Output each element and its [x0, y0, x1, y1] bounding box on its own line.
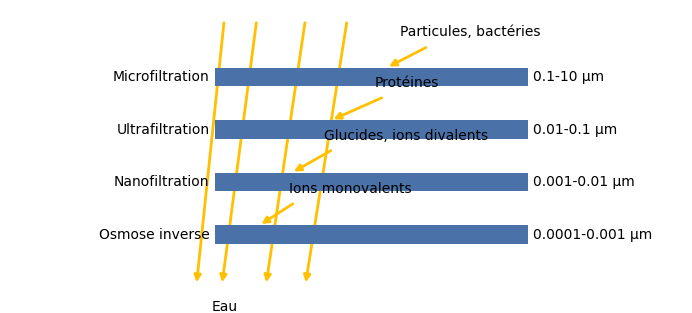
Text: 0.001-0.01 μm: 0.001-0.01 μm — [534, 175, 635, 189]
Text: Nanofiltration: Nanofiltration — [114, 175, 210, 189]
Text: Eau: Eau — [211, 300, 237, 313]
Text: Protéines: Protéines — [375, 76, 439, 90]
Text: 0.0001-0.001 μm: 0.0001-0.001 μm — [534, 228, 653, 242]
FancyBboxPatch shape — [215, 68, 528, 86]
Text: Osmose inverse: Osmose inverse — [99, 228, 210, 242]
FancyBboxPatch shape — [215, 120, 528, 139]
Text: Ultrafiltration: Ultrafiltration — [116, 123, 210, 136]
FancyBboxPatch shape — [215, 173, 528, 192]
Text: 0.01-0.1 μm: 0.01-0.1 μm — [534, 123, 618, 136]
Text: Particules, bactéries: Particules, bactéries — [401, 25, 541, 39]
Text: Glucides, ions divalents: Glucides, ions divalents — [324, 129, 488, 143]
FancyBboxPatch shape — [215, 225, 528, 244]
Text: Microfiltration: Microfiltration — [113, 70, 210, 84]
Text: Ions monovalents: Ions monovalents — [289, 182, 412, 196]
Text: 0.1-10 μm: 0.1-10 μm — [534, 70, 605, 84]
